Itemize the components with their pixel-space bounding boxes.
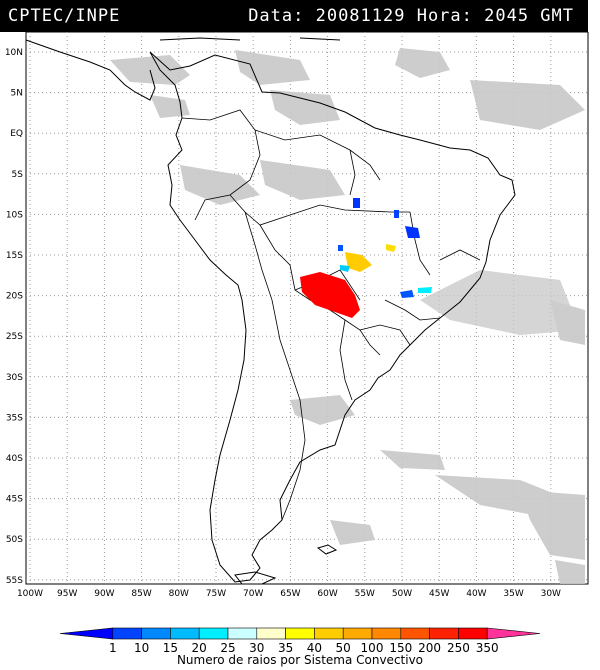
- legend-swatch: [170, 627, 200, 640]
- lat-label: 25S: [6, 332, 23, 342]
- system-cyan-2: [418, 287, 432, 293]
- tierra-del-fuego: [234, 571, 277, 585]
- system-blue-5: [400, 290, 414, 298]
- legend-ticks: 1 10 15 20 25 30 35 40 50 100 150 200 250 350: [109, 641, 499, 655]
- lon-label: 50W: [392, 589, 412, 599]
- legend-swatch: [429, 627, 459, 640]
- falklands: [316, 544, 338, 555]
- lat-label: 40S: [6, 454, 23, 464]
- legend-swatch: [314, 627, 344, 640]
- legend-swatch: [256, 627, 286, 640]
- lat-label: 5S: [12, 170, 24, 180]
- lon-label: 35W: [503, 589, 523, 599]
- system-orange: [345, 252, 372, 272]
- lon-label: 60W: [317, 589, 337, 599]
- legend-colorbar: [59, 627, 541, 640]
- lat-label: 20S: [6, 292, 23, 302]
- longitude-labels: 100W 95W 90W 85W 80W 75W 70W 65W 60W 55W 50W 45W 40W…: [17, 589, 561, 599]
- lat-label: 10N: [5, 48, 23, 58]
- legend-tick-label: 1: [109, 641, 117, 655]
- central-america: [25, 39, 156, 101]
- legend-tick-label: 20: [192, 641, 207, 655]
- legend-tick-label: 10: [134, 641, 149, 655]
- source-label: CPTEC/INPE: [8, 6, 121, 26]
- lat-label: 10S: [6, 210, 23, 220]
- coastlines: [25, 37, 516, 585]
- legend-swatch: [342, 627, 373, 640]
- latitude-labels: 10N 5N EQ 5S 10S 15S 20S 25S 30S 35S 40S 45S 50S 55S: [5, 48, 23, 586]
- lon-label: 80W: [169, 589, 189, 599]
- legend-swatch: [112, 627, 142, 640]
- lon-label: 75W: [206, 589, 226, 599]
- lat-label: EQ: [10, 129, 23, 139]
- legend-swatch: [198, 627, 229, 640]
- datetime-label: Data: 20081129 Hora: 2045 GMT: [248, 6, 574, 26]
- legend-swatch: [59, 627, 114, 640]
- legend-swatch: [371, 627, 402, 640]
- system-blue-4: [338, 245, 343, 251]
- legend-swatch: [285, 627, 315, 640]
- lon-label: 65W: [280, 589, 300, 599]
- lon-label: 100W: [17, 589, 43, 599]
- lon-label: 55W: [355, 589, 375, 599]
- legend-tick-label: 25: [220, 641, 235, 655]
- legend-swatch: [486, 627, 541, 640]
- lat-label: 30S: [6, 373, 23, 383]
- system-red: [300, 272, 360, 318]
- lon-label: 30W: [541, 589, 561, 599]
- lat-label: 35S: [6, 413, 23, 423]
- cloud-cover: [110, 48, 585, 584]
- legend-tick-label: 35: [278, 641, 293, 655]
- legend-swatch: [400, 627, 430, 640]
- system-blue-2: [405, 226, 420, 238]
- caribbean-islands: [159, 37, 341, 41]
- legend-swatch: [458, 627, 488, 640]
- lon-label: 95W: [57, 589, 77, 599]
- legend-tick-label: 350: [476, 641, 499, 655]
- lon-label: 85W: [131, 589, 151, 599]
- lon-label: 70W: [243, 589, 263, 599]
- south-america-outline: [149, 51, 516, 583]
- legend-tick-label: 15: [163, 641, 178, 655]
- system-blue-1: [353, 198, 360, 208]
- legend-title: Numero de raios por Sistema Convectivo: [177, 653, 423, 667]
- map-header: CPTEC/INPE Data: 20081129 Hora: 2045 GMT: [0, 0, 588, 32]
- lat-label: 55S: [6, 576, 23, 586]
- lon-label: 45W: [429, 589, 449, 599]
- legend: 1 10 15 20 25 30 35 40 50 100 150 200 250 350 Numero …: [59, 627, 541, 667]
- system-cyan-1: [340, 265, 350, 272]
- lightning-map: 10N5NEQ5S10S15S20S25S30S35S40S45S50S55S …: [5, 32, 589, 667]
- legend-swatch: [227, 627, 258, 640]
- lon-label: 90W: [94, 589, 114, 599]
- lat-label: 45S: [6, 495, 23, 505]
- legend-tick-label: 40: [307, 641, 322, 655]
- lat-label: 50S: [6, 535, 23, 545]
- legend-tick-label: 100: [361, 641, 384, 655]
- system-yellow: [386, 244, 396, 252]
- legend-swatch: [141, 627, 171, 640]
- legend-tick-label: 150: [389, 641, 412, 655]
- legend-tick-label: 200: [418, 641, 441, 655]
- lat-label: 15S: [6, 251, 23, 261]
- legend-tick-label: 50: [336, 641, 351, 655]
- convective-systems: [300, 198, 432, 318]
- legend-tick-label: 250: [447, 641, 470, 655]
- legend-tick-label: 30: [249, 641, 264, 655]
- system-blue-3: [394, 210, 399, 218]
- lat-label: 5N: [11, 89, 23, 99]
- lon-label: 40W: [466, 589, 486, 599]
